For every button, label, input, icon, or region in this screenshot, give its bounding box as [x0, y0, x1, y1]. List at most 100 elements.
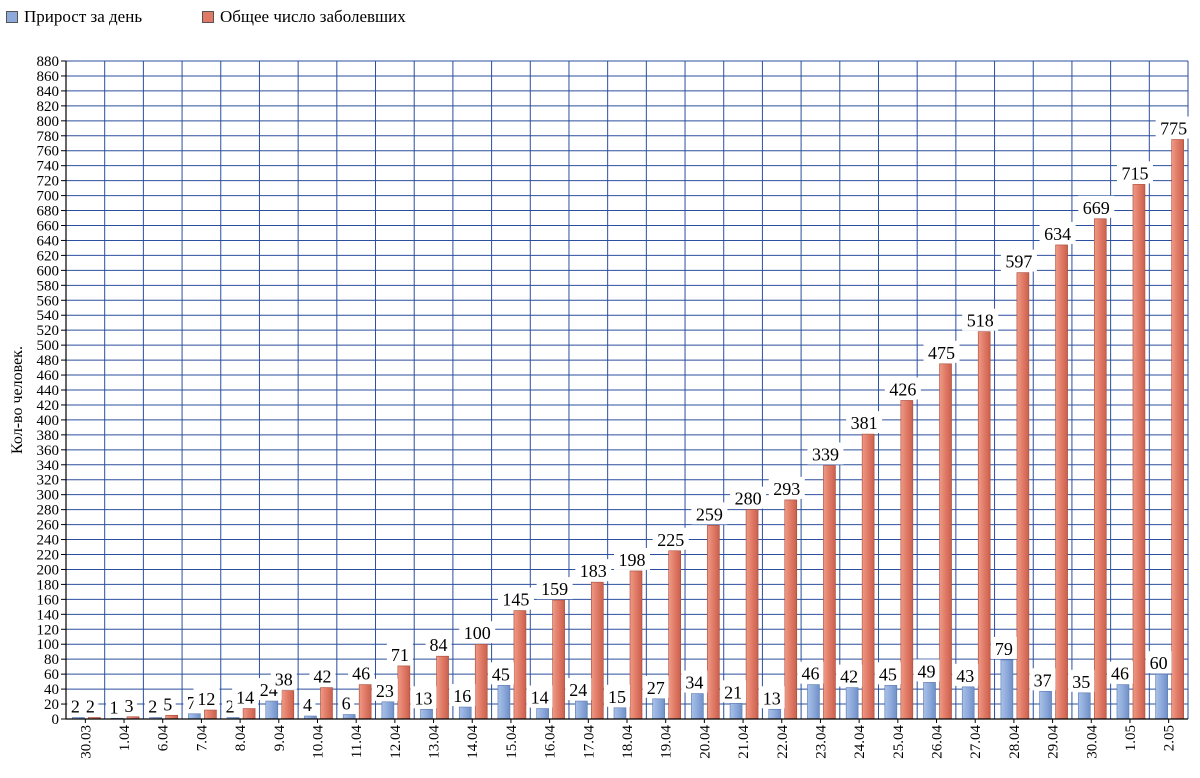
data-label-bg	[410, 686, 437, 709]
legend-label-total: Общее число заболевших	[220, 7, 406, 26]
x-tick-label: 16.04	[543, 725, 559, 759]
data-label-bg	[386, 642, 413, 665]
x-tick-label: 15.04	[504, 725, 520, 759]
data-label-daily: 43	[956, 666, 974, 686]
y-tick-label: 820	[37, 99, 60, 115]
y-tick-label: 360	[37, 443, 60, 459]
data-label-total: 259	[696, 504, 723, 524]
data-label-daily: 15	[608, 687, 626, 707]
bar-total	[977, 331, 991, 720]
data-label-bg	[1029, 668, 1056, 691]
bar-total	[861, 433, 875, 720]
y-tick-label: 860	[37, 69, 60, 85]
data-label-total: 100	[464, 623, 491, 643]
y-tick-label: 420	[37, 398, 60, 414]
x-axis-ticks: 30.03 1.04 6.04 7.04 8.04 9.04 10.04 11.04 12.04…	[66, 718, 1188, 759]
data-label-bg	[758, 686, 785, 709]
y-tick-label: 300	[37, 488, 60, 504]
y-tick-label: 260	[37, 518, 60, 534]
x-tick-label: 8.04	[233, 725, 249, 752]
data-label-bg	[1039, 221, 1076, 244]
y-tick-label: 180	[37, 577, 60, 593]
data-label-bg	[121, 693, 138, 716]
bar-total	[784, 499, 798, 720]
y-tick-label: 760	[37, 144, 60, 160]
data-label-bg	[1145, 651, 1172, 674]
x-tick-label: 14.04	[465, 725, 481, 759]
data-label-bg	[1116, 161, 1153, 184]
bar-total	[1093, 218, 1107, 720]
bar-daily	[652, 698, 665, 720]
bar-total	[513, 610, 527, 720]
data-label-total: 5	[163, 694, 172, 714]
data-label-bg	[836, 664, 863, 687]
x-tick-label: 1.04	[117, 725, 133, 752]
y-axis-label: Кол-во человек.	[9, 346, 26, 454]
x-tick-label: 21.04	[736, 725, 752, 759]
bar-daily	[923, 682, 936, 720]
y-tick-label: 80	[44, 652, 59, 668]
data-label-total: 381	[851, 413, 878, 433]
x-tick-label: 20.04	[697, 725, 713, 759]
data-label-total: 715	[1121, 163, 1148, 183]
bar-daily	[497, 685, 511, 720]
bar-daily	[961, 686, 975, 720]
legend-item-daily: Прирост за день	[6, 6, 142, 28]
bar-daily	[1116, 684, 1130, 720]
data-label-bg	[913, 659, 940, 682]
data-label-bg	[962, 308, 999, 331]
bar-total	[629, 570, 643, 720]
data-label-daily: 34	[685, 673, 703, 693]
bar-total	[358, 684, 372, 720]
data-label-daily: 1	[110, 697, 119, 717]
data-label-total: 14	[236, 688, 254, 708]
bar-daily	[458, 706, 472, 720]
data-label-bg	[1078, 195, 1115, 218]
y-tick-label: 20	[44, 697, 59, 713]
bar-total	[204, 709, 217, 720]
data-label-total: 339	[812, 445, 839, 465]
x-tick-label: 12.04	[388, 725, 404, 759]
bar-daily	[536, 708, 549, 720]
data-label-bg	[604, 684, 630, 707]
y-tick-label: 840	[37, 84, 60, 100]
y-tick-label: 520	[37, 323, 60, 339]
data-label-bg	[923, 340, 960, 363]
y-tick-label: 280	[37, 503, 60, 519]
data-label-total: 3	[125, 696, 134, 716]
data-label-daily: 13	[763, 688, 781, 708]
bar-daily	[1039, 691, 1052, 720]
y-tick-label: 40	[44, 682, 59, 698]
y-tick-label: 220	[37, 548, 60, 564]
data-label-total: 183	[580, 561, 607, 581]
y-tick-label: 780	[37, 129, 60, 145]
y-tick-label: 600	[37, 263, 60, 279]
data-label-total: 159	[541, 579, 568, 599]
bar-total	[900, 400, 914, 720]
legend-item-total: Общее число заболевших	[202, 6, 406, 28]
data-label-total: 634	[1044, 224, 1071, 244]
data-label-bg	[797, 661, 824, 684]
data-label-total: 518	[967, 311, 994, 331]
data-label-bg	[642, 675, 669, 698]
legend-swatch-daily	[6, 11, 18, 23]
data-label-bg	[768, 476, 805, 499]
x-tick-label: 18.04	[620, 725, 636, 759]
y-tick-label: 400	[37, 413, 60, 429]
y-tick-label: 60	[44, 667, 59, 683]
y-tick-label: 740	[37, 159, 60, 175]
bar-daily	[768, 708, 782, 720]
data-label-bg	[652, 527, 689, 550]
bar-daily	[845, 687, 859, 720]
legend-label-daily: Прирост за день	[24, 7, 143, 26]
x-tick-label: 27.04	[968, 725, 984, 759]
data-label-bg	[371, 678, 398, 701]
data-label-total: 475	[928, 343, 955, 363]
x-tick-label: 7.04	[194, 725, 210, 752]
data-label-total: 145	[502, 590, 529, 610]
bar-total	[591, 581, 604, 720]
y-tick-label: 500	[37, 338, 60, 354]
bar-daily	[807, 684, 820, 720]
bar-daily	[265, 700, 279, 720]
